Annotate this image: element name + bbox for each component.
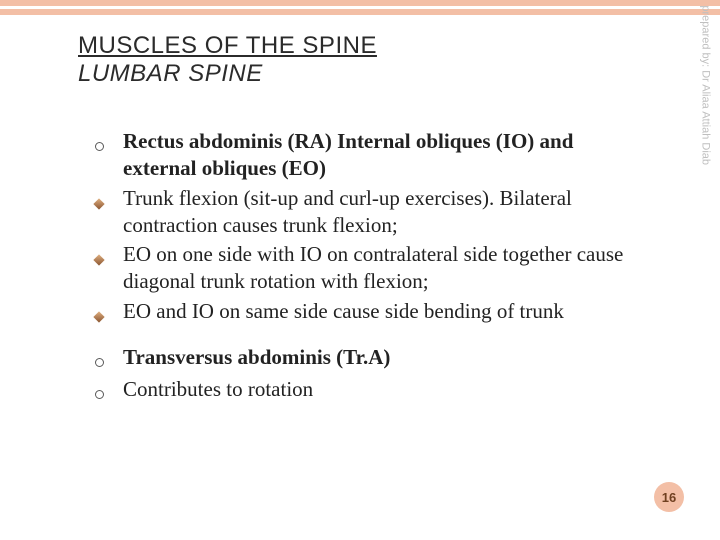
list-item: Transversus abdominis (Tr.A) bbox=[95, 344, 635, 374]
list-item-text: EO on one side with IO on contralateral … bbox=[123, 241, 635, 296]
diamond-bullet-icon bbox=[93, 198, 104, 209]
list-item: Contributes to rotation bbox=[95, 376, 635, 406]
diamond-bullet-icon bbox=[93, 311, 104, 322]
ring-bullet-icon bbox=[95, 390, 104, 399]
list-item: EO on one side with IO on contralateral … bbox=[95, 241, 635, 296]
list-item: Rectus abdominis (RA) Internal obliques … bbox=[95, 128, 635, 183]
list-item-text: Contributes to rotation bbox=[123, 376, 635, 403]
title-sub: LUMBAR SPINE bbox=[78, 60, 660, 88]
accent-bar-2 bbox=[0, 9, 720, 15]
ring-bullet-icon bbox=[95, 142, 104, 151]
slide: MUSCLES OF THE SPINE LUMBAR SPINE Rectus… bbox=[0, 0, 720, 540]
title-main: MUSCLES OF THE SPINE bbox=[78, 32, 660, 60]
list-item-text: Trunk flexion (sit-up and curl-up exerci… bbox=[123, 185, 635, 240]
spacer bbox=[95, 330, 635, 344]
attribution-text: prepared by: Dr Aliaa Attiah Diab bbox=[700, 5, 712, 165]
page-number: 16 bbox=[662, 490, 676, 505]
list-item-text: EO and IO on same side cause side bendin… bbox=[123, 298, 635, 325]
accent-bar-1 bbox=[0, 0, 720, 6]
page-number-badge: 16 bbox=[654, 482, 684, 512]
list-item: EO and IO on same side cause side bendin… bbox=[95, 298, 635, 328]
ring-bullet-icon bbox=[95, 358, 104, 367]
content-area: Rectus abdominis (RA) Internal obliques … bbox=[95, 128, 635, 409]
diamond-bullet-icon bbox=[93, 255, 104, 266]
list-item-text: Rectus abdominis (RA) Internal obliques … bbox=[123, 128, 635, 183]
list-item-text: Transversus abdominis (Tr.A) bbox=[123, 344, 635, 371]
title-block: MUSCLES OF THE SPINE LUMBAR SPINE bbox=[78, 32, 660, 88]
list-item: Trunk flexion (sit-up and curl-up exerci… bbox=[95, 185, 635, 240]
